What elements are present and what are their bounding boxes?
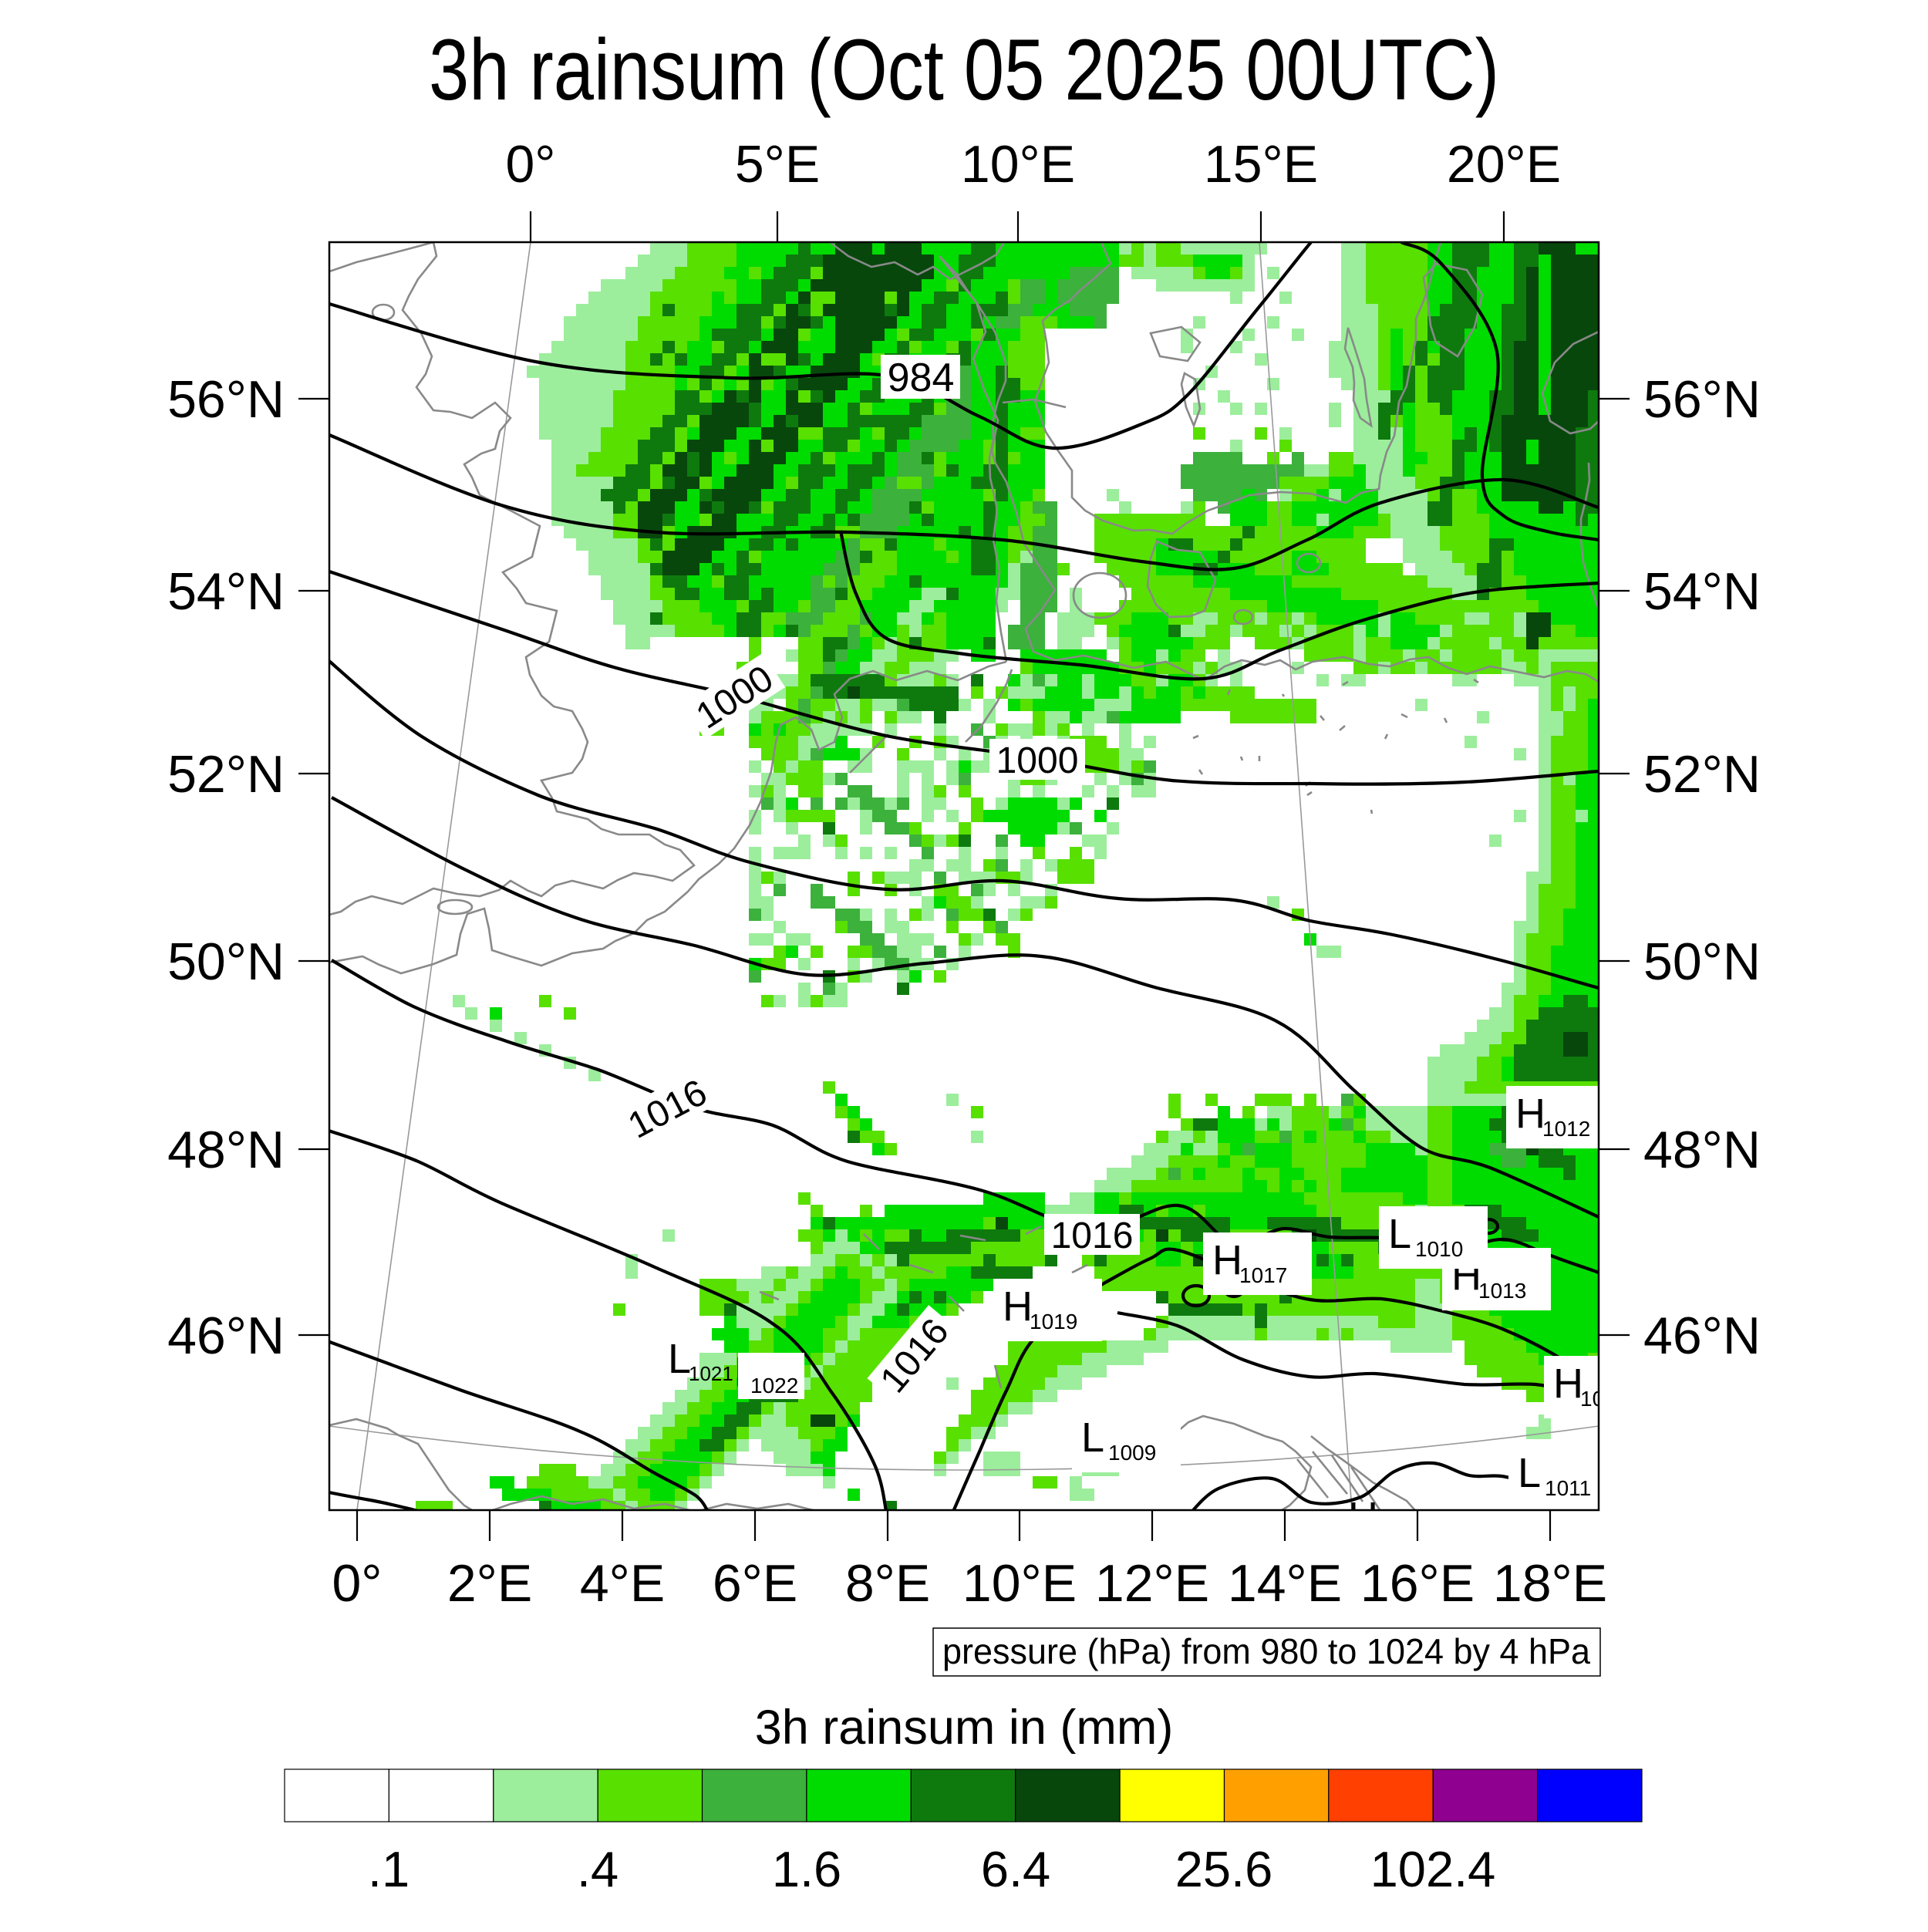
svg-text:.1: .1 bbox=[368, 1841, 410, 1897]
svg-text:.4: .4 bbox=[577, 1841, 619, 1897]
svg-text:3h rainsum in (mm): 3h rainsum in (mm) bbox=[755, 1701, 1174, 1755]
svg-text:56°N: 56°N bbox=[1643, 370, 1761, 429]
svg-text:2°E: 2°E bbox=[447, 1554, 532, 1613]
svg-text:102.4: 102.4 bbox=[1370, 1841, 1496, 1897]
svg-text:1017: 1017 bbox=[1239, 1263, 1287, 1287]
svg-text:1021: 1021 bbox=[689, 1362, 733, 1385]
svg-text:L: L bbox=[1081, 1414, 1104, 1461]
svg-text:1019: 1019 bbox=[1030, 1310, 1077, 1334]
svg-text:L: L bbox=[1388, 1211, 1411, 1257]
svg-text:984: 984 bbox=[888, 356, 955, 400]
svg-text:3h rainsum (Oct 05 2025 00UTC): 3h rainsum (Oct 05 2025 00UTC) bbox=[429, 22, 1499, 118]
svg-text:6°E: 6°E bbox=[713, 1554, 797, 1613]
svg-text:54°N: 54°N bbox=[167, 562, 285, 621]
svg-text:1022: 1022 bbox=[750, 1374, 798, 1398]
svg-text:12°E: 12°E bbox=[1095, 1554, 1209, 1613]
svg-text:8°E: 8°E bbox=[845, 1554, 930, 1613]
svg-text:1013: 1013 bbox=[1478, 1279, 1526, 1303]
svg-text:pressure (hPa) from 980 to 102: pressure (hPa) from 980 to 1024 by 4 hPa bbox=[942, 1631, 1590, 1671]
svg-text:0°: 0° bbox=[505, 135, 555, 194]
svg-text:H: H bbox=[1212, 1237, 1242, 1283]
svg-text:52°N: 52°N bbox=[1643, 745, 1761, 804]
svg-text:46°N: 46°N bbox=[1643, 1307, 1761, 1365]
svg-text:1016: 1016 bbox=[1051, 1216, 1134, 1256]
svg-text:6.4: 6.4 bbox=[981, 1841, 1050, 1897]
svg-text:14°E: 14°E bbox=[1228, 1554, 1342, 1613]
svg-text:H: H bbox=[1348, 1494, 1378, 1540]
svg-text:1.6: 1.6 bbox=[772, 1841, 841, 1897]
svg-text:1000: 1000 bbox=[996, 740, 1079, 781]
svg-text:L: L bbox=[668, 1336, 691, 1382]
svg-text:H: H bbox=[1553, 1360, 1583, 1407]
svg-text:10°E: 10°E bbox=[961, 135, 1075, 194]
svg-text:16°E: 16°E bbox=[1360, 1554, 1475, 1613]
svg-text:54°N: 54°N bbox=[1643, 562, 1761, 621]
svg-text:10: 10 bbox=[1580, 1387, 1604, 1411]
svg-text:48°N: 48°N bbox=[1643, 1121, 1761, 1179]
svg-text:50°N: 50°N bbox=[167, 932, 285, 991]
svg-text:18°E: 18°E bbox=[1493, 1554, 1607, 1613]
svg-text:H: H bbox=[1515, 1091, 1545, 1137]
svg-text:5°E: 5°E bbox=[735, 135, 820, 194]
svg-text:4°E: 4°E bbox=[580, 1554, 665, 1613]
svg-text:L: L bbox=[1518, 1450, 1541, 1496]
svg-text:15°E: 15°E bbox=[1204, 135, 1318, 194]
svg-text:56°N: 56°N bbox=[167, 370, 285, 429]
svg-text:25.6: 25.6 bbox=[1175, 1841, 1273, 1897]
svg-text:20°E: 20°E bbox=[1447, 135, 1561, 194]
svg-text:1009: 1009 bbox=[1108, 1441, 1156, 1465]
svg-text:52°N: 52°N bbox=[167, 745, 285, 804]
svg-text:10°E: 10°E bbox=[962, 1554, 1077, 1613]
svg-text:1012: 1012 bbox=[1542, 1117, 1590, 1141]
svg-text:50°N: 50°N bbox=[1643, 932, 1761, 991]
svg-text:48°N: 48°N bbox=[167, 1121, 285, 1179]
svg-text:H: H bbox=[1003, 1283, 1033, 1330]
svg-text:46°N: 46°N bbox=[167, 1307, 285, 1365]
svg-text:0°: 0° bbox=[332, 1554, 382, 1613]
svg-text:1011: 1011 bbox=[1545, 1476, 1591, 1500]
svg-text:1010: 1010 bbox=[1415, 1237, 1463, 1261]
